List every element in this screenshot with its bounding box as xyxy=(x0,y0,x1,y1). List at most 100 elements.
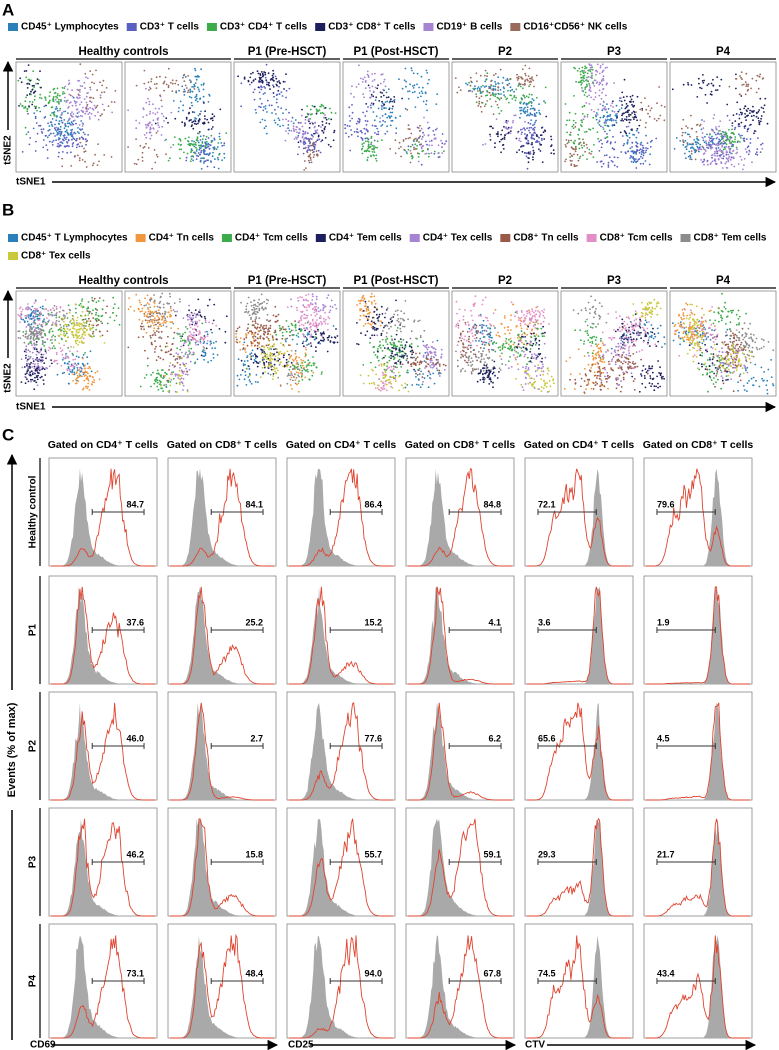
cell-dot xyxy=(597,122,599,124)
cell-dot xyxy=(64,315,66,317)
cell-dot xyxy=(81,85,84,88)
cell-dot xyxy=(364,120,367,122)
cell-dot xyxy=(422,149,425,152)
cell-dot xyxy=(690,127,693,130)
cell-dot xyxy=(60,133,62,136)
cell-dot xyxy=(759,73,762,76)
cell-dot xyxy=(584,67,586,70)
cell-dot xyxy=(376,87,379,90)
cell-dot xyxy=(386,125,388,127)
cell-dot xyxy=(372,90,375,93)
cell-dot xyxy=(332,139,335,142)
cell-dot xyxy=(77,344,79,346)
cell-dot xyxy=(502,76,505,79)
cell-dot xyxy=(67,355,69,358)
cell-dot xyxy=(606,124,609,127)
cell-dot xyxy=(523,111,526,113)
cell-dot xyxy=(145,304,148,306)
cell-dot xyxy=(152,319,155,321)
cell-dot xyxy=(417,137,420,140)
cell-dot xyxy=(185,118,188,120)
cell-dot xyxy=(149,110,152,113)
cell-dot xyxy=(602,79,605,82)
cell-dot xyxy=(168,302,171,305)
cell-dot xyxy=(67,382,70,385)
cell-dot xyxy=(138,318,141,321)
cell-dot xyxy=(371,148,373,151)
cell-dot xyxy=(194,339,197,341)
cell-dot xyxy=(78,322,81,324)
cell-dot xyxy=(171,343,174,345)
cell-dot xyxy=(636,119,638,122)
cell-dot xyxy=(398,141,401,144)
cell-dot xyxy=(73,328,76,330)
cell-dot xyxy=(321,371,323,373)
cell-dot xyxy=(718,143,721,146)
cell-dot xyxy=(333,336,336,338)
cell-dot xyxy=(388,108,391,111)
cell-dot xyxy=(269,88,271,90)
cell-dot xyxy=(347,135,350,138)
cell-dot xyxy=(720,161,722,164)
cell-dot xyxy=(90,101,93,104)
cell-dot xyxy=(524,106,526,109)
cell-dot xyxy=(66,362,69,365)
cell-dot xyxy=(635,167,638,169)
cell-dot xyxy=(37,319,40,322)
cell-dot xyxy=(692,142,694,145)
cell-dot xyxy=(715,148,718,151)
cell-dot xyxy=(527,139,529,142)
cell-dot xyxy=(248,373,251,375)
cell-dot xyxy=(33,322,36,325)
cell-dot xyxy=(84,318,87,320)
cell-dot xyxy=(694,141,697,144)
legend-label: CD19⁺ B cells xyxy=(436,22,502,33)
cell-dot xyxy=(613,124,616,126)
cell-dot xyxy=(242,363,245,365)
cell-dot xyxy=(57,155,60,158)
cell-dot xyxy=(728,142,731,145)
cell-dot xyxy=(154,340,156,343)
cell-dot xyxy=(749,142,752,144)
cell-dot xyxy=(197,311,200,313)
cell-dot xyxy=(28,365,31,368)
cell-dot xyxy=(422,131,424,134)
cell-dot xyxy=(315,298,318,301)
cell-dot xyxy=(85,385,88,388)
cell-dot xyxy=(68,373,71,376)
cell-dot xyxy=(83,379,86,382)
cell-dot xyxy=(577,133,580,136)
cell-dot xyxy=(643,152,645,155)
cell-dot xyxy=(240,105,243,108)
cell-dot xyxy=(173,331,176,334)
cell-dot xyxy=(29,371,31,374)
cell-dot xyxy=(41,358,44,361)
cell-dot xyxy=(594,70,597,72)
cell-dot xyxy=(185,341,188,344)
cell-dot xyxy=(415,140,418,143)
cell-dot xyxy=(76,112,79,114)
cell-dot xyxy=(700,159,702,161)
cell-dot xyxy=(395,132,397,135)
cell-dot xyxy=(364,140,367,143)
cell-dot xyxy=(160,374,162,377)
cell-dot xyxy=(129,305,132,308)
cell-dot xyxy=(209,344,212,346)
cell-dot xyxy=(322,331,325,334)
cell-dot xyxy=(74,382,77,385)
cell-dot xyxy=(166,379,169,382)
cell-dot xyxy=(56,362,59,365)
cell-dot xyxy=(200,68,203,71)
cell-dot xyxy=(27,112,29,115)
legend-label: CD8⁺ Tn cells xyxy=(513,233,579,244)
cell-dot xyxy=(102,79,105,82)
cell-dot xyxy=(427,147,429,150)
cell-dot xyxy=(64,96,66,99)
cell-dot xyxy=(315,337,318,340)
cell-dot xyxy=(203,355,206,357)
cell-dot xyxy=(749,138,752,140)
cell-dot xyxy=(195,321,198,324)
cell-dot xyxy=(89,367,92,370)
cell-dot xyxy=(538,140,540,143)
cell-dot xyxy=(494,146,496,149)
